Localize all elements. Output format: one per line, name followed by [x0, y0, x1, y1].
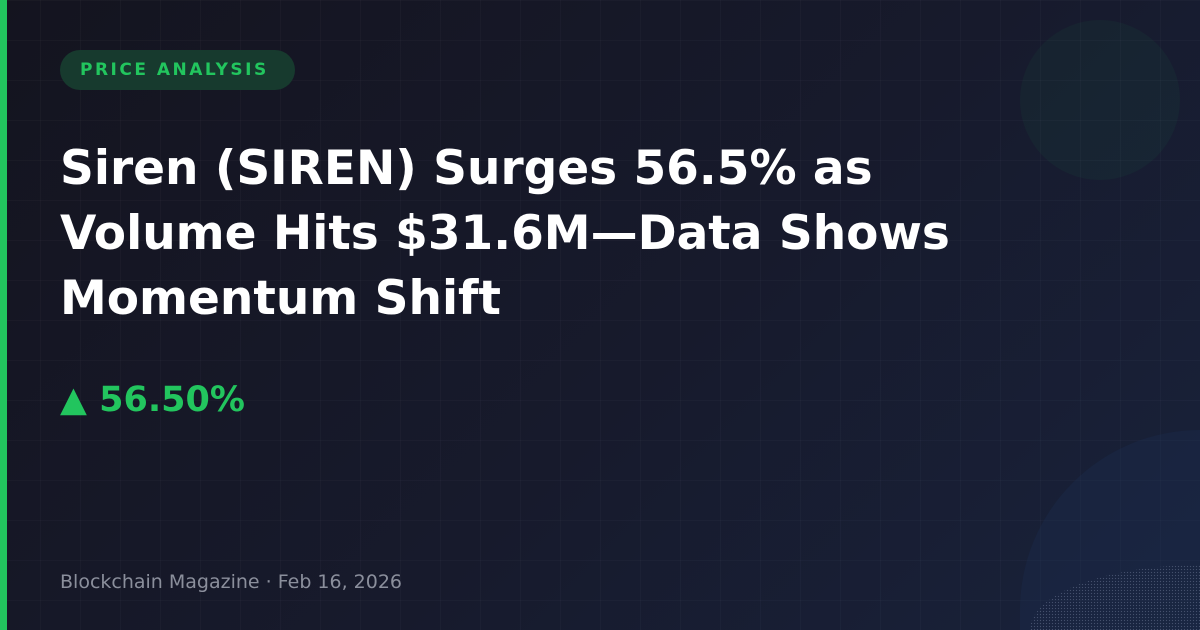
arrow-up-icon: ▲ — [60, 380, 87, 420]
category-badge: PRICE ANALYSIS — [60, 50, 295, 90]
publish-date: Feb 16, 2026 — [277, 571, 403, 593]
source-name: Blockchain Magazine — [60, 571, 260, 593]
accent-bar — [0, 0, 7, 630]
price-change: ▲ 56.50% — [60, 380, 245, 420]
separator: · — [259, 571, 278, 593]
headline: Siren (SIREN) Surges 56.5% as Volume Hit… — [60, 141, 950, 326]
decorative-circle-top — [1020, 20, 1180, 180]
price-change-value: 56.50% — [99, 380, 245, 420]
footer: Blockchain Magazine · Feb 16, 2026 — [60, 571, 402, 593]
